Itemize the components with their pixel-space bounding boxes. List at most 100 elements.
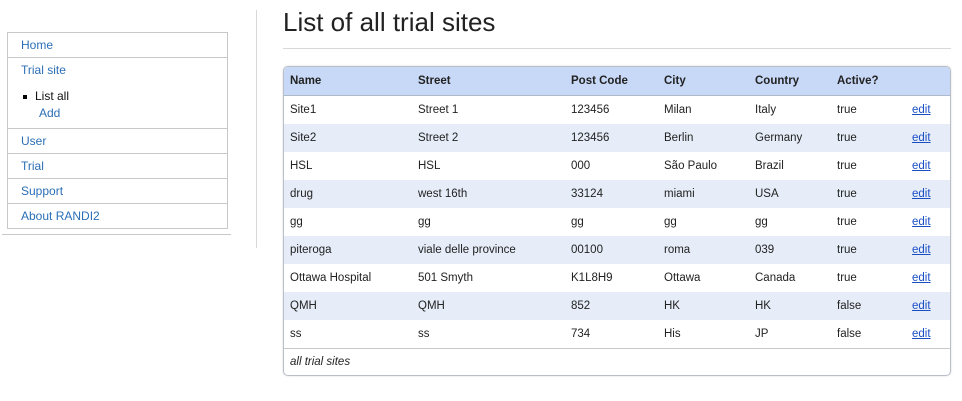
cell-name: Ottawa Hospital [290, 272, 372, 284]
cell-city: His [664, 328, 681, 340]
table-caption: all trial sites [284, 348, 950, 375]
cell-city: Ottawa [664, 272, 701, 284]
cell-country: Italy [755, 104, 777, 116]
cell-city: Milan [664, 104, 692, 116]
cell-country: Brazil [755, 160, 784, 172]
table-row: HSL HSL 000 São Paulo Brazil true edit [284, 152, 950, 180]
cell-active: true [837, 216, 857, 228]
sidebar-nav: Home Trial site List all Add User Trial … [7, 32, 228, 229]
cell-name: HSL [290, 160, 313, 172]
table-row: ss ss 734 His JP false edit [284, 320, 950, 348]
table-row: QMH QMH 852 HK HK false edit [284, 292, 950, 320]
edit-link[interactable]: edit [912, 216, 931, 228]
trial-sites-table: Name Street Post Code City Country Activ… [283, 66, 951, 376]
cell-country: HK [749, 292, 831, 320]
cell-active: true [831, 236, 906, 264]
column-header-city: City [658, 67, 749, 96]
cell-street: gg [418, 216, 431, 228]
sidebar-item-user[interactable]: User [8, 129, 227, 154]
edit-link[interactable]: edit [912, 328, 931, 340]
column-header-active: Active? [831, 67, 906, 96]
sidebar-item-trial-site[interactable]: Trial site [21, 63, 66, 77]
cell-name: gg [290, 216, 303, 228]
cell-active: true [837, 104, 857, 116]
table-row: Site1 Street 1 123456 Milan Italy true edit [284, 96, 950, 125]
cell-post-code: 123456 [571, 104, 610, 116]
cell-country: 039 [749, 236, 831, 264]
cell-street: HSL [418, 160, 441, 172]
cell-post-code: 734 [571, 328, 591, 340]
cell-city: roma [658, 236, 749, 264]
edit-link[interactable]: edit [912, 132, 931, 144]
cell-post-code: 33124 [565, 180, 658, 208]
edit-link[interactable]: edit [912, 272, 931, 284]
cell-country: JP [755, 328, 769, 340]
cell-name: Site2 [284, 124, 412, 152]
cell-post-code: 852 [565, 292, 658, 320]
sidebar-item-about[interactable]: About RANDI2 [8, 204, 227, 229]
cell-actions: edit [906, 264, 950, 292]
cell-city: São Paulo [664, 160, 718, 172]
cell-city: HK [658, 292, 749, 320]
cell-active: true [831, 180, 906, 208]
main-content: List of all trial sites Name Street Post… [283, 0, 951, 376]
cell-actions: edit [906, 124, 950, 152]
table-row: piteroga viale delle province 00100 roma 039… [284, 236, 950, 264]
cell-actions: edit [906, 96, 950, 125]
cell-street: Street 2 [412, 124, 565, 152]
bullet-icon [23, 94, 27, 99]
edit-link[interactable]: edit [912, 244, 931, 256]
cell-active: false [831, 292, 906, 320]
table-row: Site2 Street 2 123456 Berlin Germany true edit [284, 124, 950, 152]
cell-actions: edit [906, 292, 950, 320]
sidebar-subitem-label[interactable]: Add [39, 106, 61, 120]
cell-post-code: K1L8H9 [571, 272, 613, 284]
cell-actions: edit [906, 236, 950, 264]
table-header-row: Name Street Post Code City Country Activ… [284, 67, 950, 96]
sidebar-item-trial[interactable]: Trial [8, 154, 227, 179]
cell-active: true [837, 160, 857, 172]
cell-actions: edit [906, 320, 950, 348]
cell-actions: edit [906, 180, 950, 208]
column-header-country: Country [749, 67, 831, 96]
sidebar-divider [2, 234, 231, 235]
cell-actions: edit [906, 152, 950, 180]
table-row: Ottawa Hospital 501 Smyth K1L8H9 Ottawa Cana… [284, 264, 950, 292]
cell-name: Site1 [290, 104, 317, 116]
cell-country: gg [755, 216, 768, 228]
edit-link[interactable]: edit [912, 104, 931, 116]
cell-name: piteroga [284, 236, 412, 264]
sidebar-group-trial-site: Trial site List all Add [8, 58, 227, 129]
cell-post-code: 00100 [565, 236, 658, 264]
sidebar-subitem-label: List all [35, 89, 70, 103]
cell-post-code: 000 [571, 160, 591, 172]
cell-name: QMH [284, 292, 412, 320]
sidebar-item-home[interactable]: Home [8, 33, 227, 58]
table-row: gg gg gg gg gg true edit [284, 208, 950, 236]
column-divider [256, 10, 257, 248]
cell-active: true [831, 124, 906, 152]
cell-country: Germany [749, 124, 831, 152]
cell-country: USA [749, 180, 831, 208]
cell-post-code: gg [571, 216, 584, 228]
sidebar-subitem-add[interactable]: Add [23, 105, 227, 122]
cell-name: ss [290, 328, 302, 340]
sidebar-subnav-trial-site: List all Add [8, 82, 227, 128]
cell-street: ss [418, 328, 430, 340]
cell-active: true [837, 272, 857, 284]
sidebar-item-support[interactable]: Support [8, 179, 227, 204]
cell-post-code: 123456 [565, 124, 658, 152]
cell-street: 501 Smyth [418, 272, 473, 284]
column-header-actions [906, 67, 950, 96]
cell-country: Canada [755, 272, 796, 284]
page-title: List of all trial sites [283, 7, 496, 37]
table-row: drug west 16th 33124 miami USA true edit [284, 180, 950, 208]
column-header-name: Name [284, 67, 412, 96]
edit-link[interactable]: edit [912, 160, 931, 172]
edit-link[interactable]: edit [912, 188, 931, 200]
edit-link[interactable]: edit [912, 300, 931, 312]
cell-street: viale delle province [412, 236, 565, 264]
cell-street: west 16th [412, 180, 565, 208]
cell-active: false [837, 328, 862, 340]
